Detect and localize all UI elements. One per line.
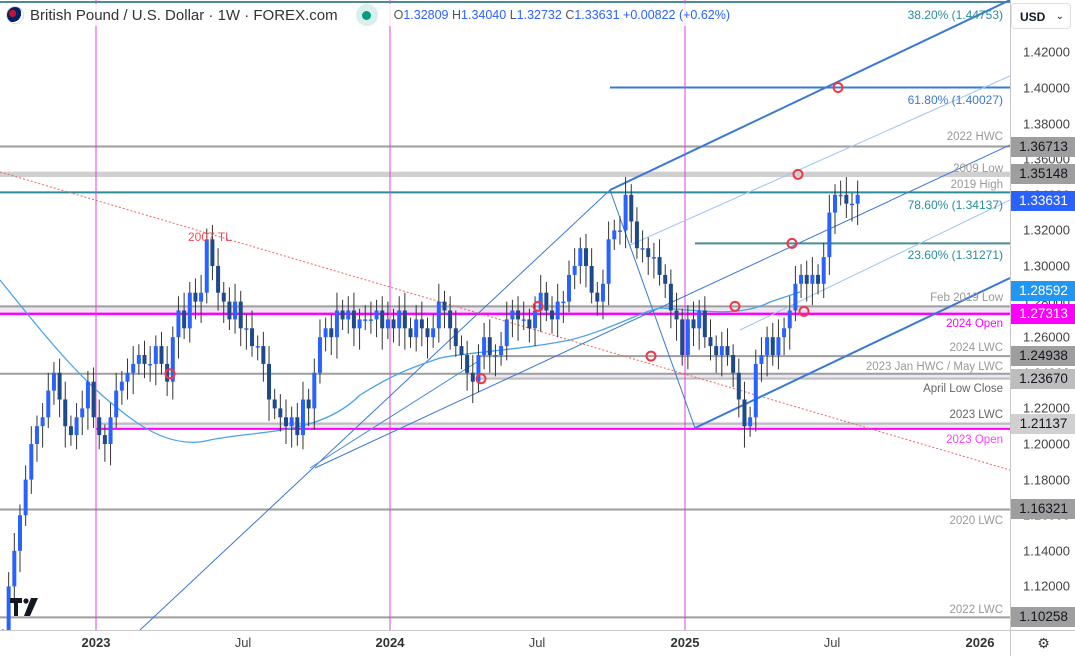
level-2020-lwc-label: 2020 LWC bbox=[949, 515, 1003, 527]
chevron-down-icon: ⌄ bbox=[1055, 11, 1064, 22]
channel-inner-upper-line[interactable] bbox=[629, 75, 1010, 246]
close-value: 1.33631 bbox=[574, 8, 620, 22]
low-value: 1.32732 bbox=[516, 8, 562, 22]
level-feb2019-zone[interactable] bbox=[0, 306, 1010, 314]
price-tick: 1.14000 bbox=[1023, 543, 1070, 559]
low-label: L bbox=[509, 8, 517, 22]
level-2023-jan-hwc-label: 2023 Jan HWC / May LWC bbox=[865, 361, 1003, 373]
level-2023-lwc-zone[interactable] bbox=[100, 421, 1010, 429]
level-2023-lwc-label: 2023 LWC bbox=[949, 409, 1003, 421]
time-tick: 2023 bbox=[81, 635, 111, 650]
price-axis[interactable]: 1.420001.400001.380001.360001.340001.320… bbox=[1010, 0, 1075, 630]
candlestick-chart[interactable] bbox=[0, 0, 1010, 630]
fib-23-label: 23.60% (1.31271) bbox=[907, 248, 1003, 262]
price-tag: 1.21137 bbox=[1011, 413, 1075, 434]
level-feb-2019-low-label: Feb 2019 Low bbox=[930, 292, 1003, 304]
price-tick: 1.30000 bbox=[1023, 258, 1070, 274]
price-tag: 1.33631 bbox=[1011, 191, 1075, 212]
support-trendline[interactable] bbox=[309, 359, 481, 469]
price-tag: 1.24938 bbox=[1011, 346, 1075, 367]
time-tick: 2026 bbox=[965, 635, 995, 650]
price-tag: 1.10258 bbox=[1011, 607, 1075, 628]
time-tick: Jul bbox=[234, 635, 252, 650]
moving-average-line[interactable] bbox=[0, 279, 801, 443]
high-value: 1.34040 bbox=[461, 8, 507, 22]
channel-median-line[interactable] bbox=[314, 144, 1010, 469]
gbp-usd-flag-icon bbox=[6, 6, 24, 24]
price-tag: 1.35148 bbox=[1011, 164, 1075, 185]
pivot-marker[interactable] bbox=[786, 237, 798, 249]
level-2022-hwc-label: 2022 HWC bbox=[946, 131, 1003, 143]
chart-settings-button[interactable]: ⚙ bbox=[1010, 630, 1075, 656]
level-2023-open-label: 2023 Open bbox=[946, 434, 1003, 446]
ohlc-values: O1.32809 H1.34040 L1.32732 C1.33631 +0.0… bbox=[394, 8, 730, 22]
level-jan-hwc-zone[interactable] bbox=[480, 373, 1010, 379]
level-2009-low-zone[interactable] bbox=[0, 171, 1010, 177]
channel-lower-line[interactable] bbox=[694, 277, 1010, 429]
market-open-status-icon[interactable] bbox=[355, 4, 378, 26]
close-label: C bbox=[565, 8, 575, 22]
time-tick: Jul bbox=[528, 635, 546, 650]
pivot-marker[interactable] bbox=[792, 168, 804, 180]
gear-icon: ⚙ bbox=[1037, 635, 1050, 651]
pivot-marker[interactable] bbox=[729, 300, 741, 312]
symbol-legend[interactable]: British Pound / U.S. Dollar · 1W · FOREX… bbox=[6, 4, 731, 26]
level-2024-open-label: 2024 Open bbox=[946, 318, 1003, 330]
high-label: H bbox=[451, 8, 462, 22]
level-2022-lwc-label: 2022 LWC bbox=[949, 604, 1003, 616]
pitchfork-handle-line[interactable] bbox=[139, 189, 696, 630]
currency-selector[interactable]: USD ⌄ bbox=[1011, 3, 1071, 29]
level-2019-high-label: 2019 High bbox=[950, 179, 1003, 191]
time-tick: 2025 bbox=[670, 635, 700, 650]
fib-38-label: 38.20% (1.44753) bbox=[907, 8, 1003, 22]
channel-upper-line[interactable] bbox=[609, 0, 1010, 191]
time-tick: Jul bbox=[823, 635, 841, 650]
price-tag: 1.23670 bbox=[1011, 368, 1075, 389]
fib-61-label: 61.80% (1.40027) bbox=[907, 93, 1003, 107]
price-tag: 1.27313 bbox=[1011, 303, 1075, 324]
chart-plot-area[interactable] bbox=[0, 0, 1010, 630]
price-tick: 1.20000 bbox=[1023, 436, 1070, 452]
level-2024-lwc-label: 2024 LWC bbox=[949, 342, 1003, 354]
currency-value: USD bbox=[1020, 10, 1046, 24]
price-tag: 1.28592 bbox=[1011, 281, 1075, 302]
symbol-title[interactable]: British Pound / U.S. Dollar · 1W · FOREX… bbox=[30, 6, 338, 24]
price-tick: 1.18000 bbox=[1023, 472, 1070, 488]
price-tag: 1.16321 bbox=[1011, 499, 1075, 520]
tradingview-logo-icon bbox=[10, 598, 38, 616]
level-2009-low-label: 2009 Low bbox=[953, 163, 1003, 175]
pivot-marker[interactable] bbox=[164, 368, 176, 380]
trendline-2007-line[interactable] bbox=[0, 171, 1010, 471]
price-tick: 1.40000 bbox=[1023, 80, 1070, 96]
pivot-marker[interactable] bbox=[798, 305, 810, 317]
open-value: 1.32809 bbox=[403, 8, 449, 22]
price-tick: 1.22000 bbox=[1023, 400, 1070, 416]
price-tick: 1.32000 bbox=[1023, 222, 1070, 238]
pivot-marker[interactable] bbox=[475, 373, 487, 385]
pivot-marker[interactable] bbox=[532, 300, 544, 312]
channel-inner-lower-line[interactable] bbox=[739, 199, 1010, 331]
pivot-marker[interactable] bbox=[832, 81, 844, 93]
time-tick: 2024 bbox=[375, 635, 405, 650]
open-label: O bbox=[393, 8, 404, 22]
price-tick: 1.12000 bbox=[1023, 578, 1070, 594]
price-tick: 1.42000 bbox=[1023, 44, 1070, 60]
price-tag: 1.36713 bbox=[1011, 136, 1075, 157]
change-value: +0.00822 (+0.62%) bbox=[623, 8, 731, 22]
price-tick: 1.26000 bbox=[1023, 329, 1070, 345]
pivot-marker[interactable] bbox=[645, 350, 657, 362]
price-tick: 1.38000 bbox=[1023, 116, 1070, 132]
time-axis[interactable]: 2023 Jul 2024 Jul 2025 Jul 2026 bbox=[0, 630, 1010, 656]
level-april-low-close-label: April Low Close bbox=[923, 383, 1003, 395]
trendline-2007-label: 2007 TL bbox=[188, 230, 232, 244]
fib-78-label: 78.60% (1.34137) bbox=[907, 198, 1003, 212]
